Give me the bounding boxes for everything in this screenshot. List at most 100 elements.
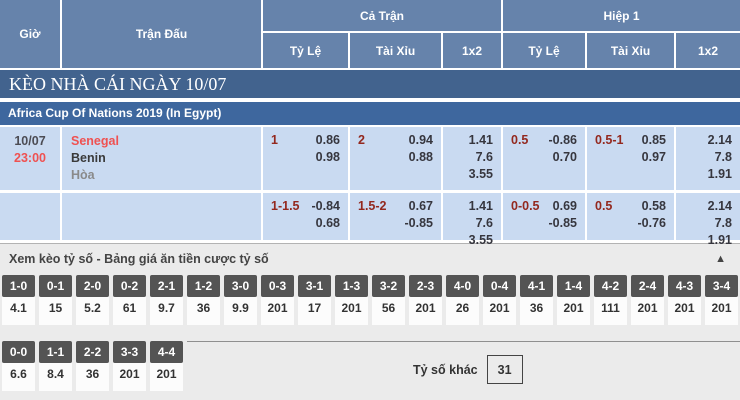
- score-label[interactable]: 4-1: [520, 275, 553, 297]
- score-label[interactable]: 0-4: [483, 275, 516, 297]
- score-cell[interactable]: 0-1 15: [39, 275, 72, 325]
- full-over-under-cell[interactable]: 1.5-2 0.67 -0.85: [350, 193, 441, 240]
- score-label[interactable]: 2-4: [631, 275, 664, 297]
- away-team[interactable]: Benin: [71, 151, 106, 165]
- score-label[interactable]: 3-4: [705, 275, 738, 297]
- odds-value[interactable]: -0.84: [311, 199, 341, 213]
- score-cell[interactable]: 0-0 6.6: [2, 341, 35, 391]
- score-label[interactable]: 1-3: [335, 275, 368, 297]
- half-handicap-cell[interactable]: 0.5 -0.86 0.70: [503, 127, 585, 190]
- score-cell[interactable]: 0-2 61: [113, 275, 146, 325]
- odds-value[interactable]: 1.91: [707, 233, 732, 247]
- score-cell[interactable]: 4-4 201: [150, 341, 183, 391]
- score-label[interactable]: 4-3: [668, 275, 701, 297]
- full-handicap-cell[interactable]: 1 0.86 0.98: [263, 127, 348, 190]
- odds-value[interactable]: 0.88: [408, 150, 433, 164]
- score-cell[interactable]: 3-3 201: [113, 341, 146, 391]
- half-over-under-cell[interactable]: 0.5-1 0.85 0.97: [587, 127, 674, 190]
- score-label[interactable]: 4-4: [150, 341, 183, 363]
- score-label[interactable]: 2-3: [409, 275, 442, 297]
- score-cell[interactable]: 0-4 201: [483, 275, 516, 325]
- score-label[interactable]: 1-1: [39, 341, 72, 363]
- header-full-over-under: Tài Xỉu: [350, 33, 441, 68]
- odds-value[interactable]: 0.70: [552, 150, 577, 164]
- score-cell[interactable]: 3-2 56: [372, 275, 405, 325]
- odds-value[interactable]: 0.97: [641, 150, 666, 164]
- score-panel-header[interactable]: Xem kèo tỷ số - Bảng giá ăn tiền cược tỷ…: [0, 244, 740, 274]
- odds-row-main: 10/07 23:00 Senegal Benin Hòa 1 0.86 0.9…: [0, 127, 740, 190]
- full-1x2-cell[interactable]: 1.41 7.6 3.55: [443, 193, 501, 247]
- odds-value[interactable]: 1.41: [468, 133, 493, 147]
- half-1x2-cell[interactable]: 2.14 7.8 1.91: [676, 193, 740, 247]
- score-label[interactable]: 0-2: [113, 275, 146, 297]
- odds-value[interactable]: 0.67: [408, 199, 433, 213]
- score-cell[interactable]: 2-1 9.7: [150, 275, 183, 325]
- score-label[interactable]: 2-2: [76, 341, 109, 363]
- score-cell[interactable]: 4-1 36: [520, 275, 553, 325]
- odds-value[interactable]: 0.98: [315, 150, 340, 164]
- full-handicap-cell[interactable]: 1-1.5 -0.84 0.68: [263, 193, 348, 240]
- score-cell[interactable]: 2-2 36: [76, 341, 109, 391]
- odds-value[interactable]: 3.55: [468, 233, 493, 247]
- score-label[interactable]: 3-3: [113, 341, 146, 363]
- half-over-under-cell[interactable]: 0.5 0.58 -0.76: [587, 193, 674, 240]
- score-cell[interactable]: 2-4 201: [631, 275, 664, 325]
- full-1x2-cell[interactable]: 1.41 7.6 3.55: [443, 127, 501, 190]
- odds-value[interactable]: 0.86: [315, 133, 340, 147]
- odds-value[interactable]: -0.85: [404, 216, 434, 230]
- odds-value[interactable]: 0.69: [552, 199, 577, 213]
- odds-value[interactable]: 0.94: [408, 133, 433, 147]
- match-teams-cell[interactable]: Senegal Benin Hòa: [62, 127, 261, 190]
- score-cell[interactable]: 1-0 4.1: [2, 275, 35, 325]
- score-cell[interactable]: 4-2 111: [594, 275, 627, 325]
- score-label[interactable]: 4-2: [594, 275, 627, 297]
- score-cell[interactable]: 4-3 201: [668, 275, 701, 325]
- odds-value[interactable]: 1.41: [468, 199, 493, 213]
- half-handicap-cell[interactable]: 0-0.5 0.69 -0.85: [503, 193, 585, 240]
- odds-value[interactable]: -0.85: [548, 216, 578, 230]
- home-team[interactable]: Senegal: [71, 134, 119, 148]
- collapse-arrow-icon[interactable]: ▲: [715, 253, 726, 265]
- score-label[interactable]: 2-0: [76, 275, 109, 297]
- score-cell[interactable]: 2-3 201: [409, 275, 442, 325]
- odds-value[interactable]: 7.8: [714, 150, 732, 164]
- score-label[interactable]: 0-1: [39, 275, 72, 297]
- odds-value[interactable]: 0.58: [641, 199, 666, 213]
- score-cell[interactable]: 2-0 5.2: [76, 275, 109, 325]
- score-label[interactable]: 1-2: [187, 275, 220, 297]
- score-cell[interactable]: 1-1 8.4: [39, 341, 72, 391]
- odds-value[interactable]: 7.6: [475, 150, 493, 164]
- odds-value[interactable]: 0.68: [315, 216, 340, 230]
- score-label[interactable]: 0-0: [2, 341, 35, 363]
- score-cell[interactable]: 4-0 26: [446, 275, 479, 325]
- score-cell[interactable]: 3-0 9.9: [224, 275, 257, 325]
- score-cell[interactable]: 1-2 36: [187, 275, 220, 325]
- odds-value[interactable]: 1.91: [707, 167, 732, 181]
- odds-value[interactable]: 7.8: [714, 216, 732, 230]
- odds-value[interactable]: 2.14: [707, 199, 732, 213]
- score-label[interactable]: 1-0: [2, 275, 35, 297]
- score-cell[interactable]: 1-4 201: [557, 275, 590, 325]
- score-cell[interactable]: 0-3 201: [261, 275, 294, 325]
- odds-value[interactable]: 0.85: [641, 133, 666, 147]
- odds-value[interactable]: 7.6: [475, 216, 493, 230]
- score-label[interactable]: 3-0: [224, 275, 257, 297]
- score-label[interactable]: 3-1: [298, 275, 331, 297]
- score-label[interactable]: 2-1: [150, 275, 183, 297]
- score-label[interactable]: 0-3: [261, 275, 294, 297]
- odds-value[interactable]: 3.55: [468, 167, 493, 181]
- score-cell[interactable]: 3-4 201: [705, 275, 738, 325]
- other-score-box[interactable]: 31: [486, 355, 523, 384]
- odds-value[interactable]: 2.14: [707, 133, 732, 147]
- score-label[interactable]: 4-0: [446, 275, 479, 297]
- score-label[interactable]: 3-2: [372, 275, 405, 297]
- odds-value[interactable]: -0.86: [548, 133, 578, 147]
- half-1x2-cell[interactable]: 2.14 7.8 1.91: [676, 127, 740, 190]
- score-cell[interactable]: 1-3 201: [335, 275, 368, 325]
- odds-value[interactable]: -0.76: [637, 216, 667, 230]
- score-cell[interactable]: 3-1 17: [298, 275, 331, 325]
- empty-time-cell: [0, 193, 60, 240]
- league-bar[interactable]: Africa Cup Of Nations 2019 (In Egypt): [0, 102, 740, 125]
- full-over-under-cell[interactable]: 2 0.94 0.88: [350, 127, 441, 190]
- score-label[interactable]: 1-4: [557, 275, 590, 297]
